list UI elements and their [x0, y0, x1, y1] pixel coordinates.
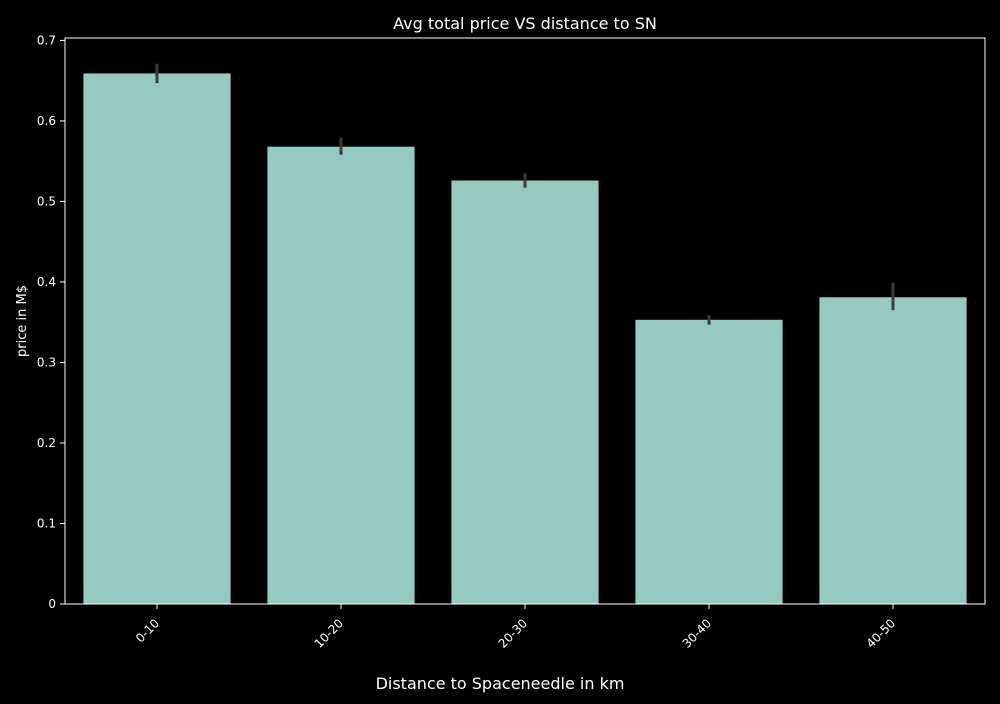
y-axis-label: price in M$ [15, 285, 30, 357]
y-tick-label: 0.7 [37, 33, 56, 47]
y-tick-label: 0.6 [37, 114, 56, 128]
y-tick-label: 0.4 [37, 275, 56, 289]
bar-40-50 [819, 297, 967, 604]
chart-title: Avg total price VS distance to SN [393, 14, 657, 33]
y-tick-label: 0.3 [37, 355, 56, 369]
bar-20-30 [451, 180, 599, 604]
bar-10-20 [267, 146, 415, 604]
bars-layer [83, 73, 967, 605]
y-tick-label: 0 [48, 597, 56, 611]
x-axis-label: Distance to Spaceneedle in km [376, 674, 625, 693]
bar-0-10 [83, 73, 231, 605]
bar-30-40 [635, 319, 783, 604]
y-tick-label: 0.5 [37, 194, 56, 208]
errorbars-layer [155, 63, 895, 325]
y-axis: 0 0.1 0.2 0.3 0.4 0.5 0.6 0.7 [37, 33, 65, 611]
y-tick-label: 0.1 [37, 516, 56, 530]
y-tick-label: 0.2 [37, 436, 56, 450]
